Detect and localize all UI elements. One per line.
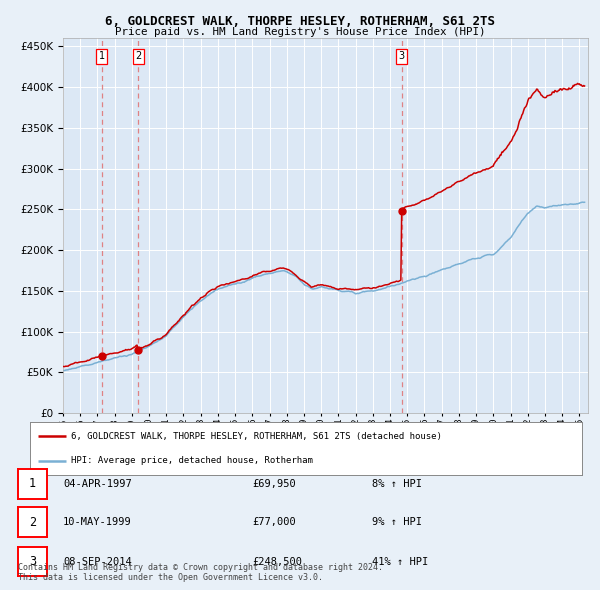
Text: 1: 1 [29, 477, 36, 490]
Text: 2: 2 [135, 51, 142, 61]
Text: 6, GOLDCREST WALK, THORPE HESLEY, ROTHERHAM, S61 2TS: 6, GOLDCREST WALK, THORPE HESLEY, ROTHER… [105, 15, 495, 28]
Text: Price paid vs. HM Land Registry's House Price Index (HPI): Price paid vs. HM Land Registry's House … [115, 27, 485, 37]
Text: 1: 1 [99, 51, 105, 61]
Text: £69,950: £69,950 [252, 479, 296, 489]
Text: 04-APR-1997: 04-APR-1997 [63, 479, 132, 489]
Text: 6, GOLDCREST WALK, THORPE HESLEY, ROTHERHAM, S61 2TS (detached house): 6, GOLDCREST WALK, THORPE HESLEY, ROTHER… [71, 432, 442, 441]
Text: 3: 3 [398, 51, 404, 61]
Text: £248,500: £248,500 [252, 557, 302, 566]
Text: 10-MAY-1999: 10-MAY-1999 [63, 517, 132, 527]
Text: 2: 2 [29, 516, 36, 529]
Text: Contains HM Land Registry data © Crown copyright and database right 2024.
This d: Contains HM Land Registry data © Crown c… [18, 563, 383, 582]
Text: 8% ↑ HPI: 8% ↑ HPI [372, 479, 422, 489]
Text: 41% ↑ HPI: 41% ↑ HPI [372, 557, 428, 566]
Text: 08-SEP-2014: 08-SEP-2014 [63, 557, 132, 566]
Text: 9% ↑ HPI: 9% ↑ HPI [372, 517, 422, 527]
Text: 3: 3 [29, 555, 36, 568]
Text: HPI: Average price, detached house, Rotherham: HPI: Average price, detached house, Roth… [71, 456, 313, 465]
Text: £77,000: £77,000 [252, 517, 296, 527]
